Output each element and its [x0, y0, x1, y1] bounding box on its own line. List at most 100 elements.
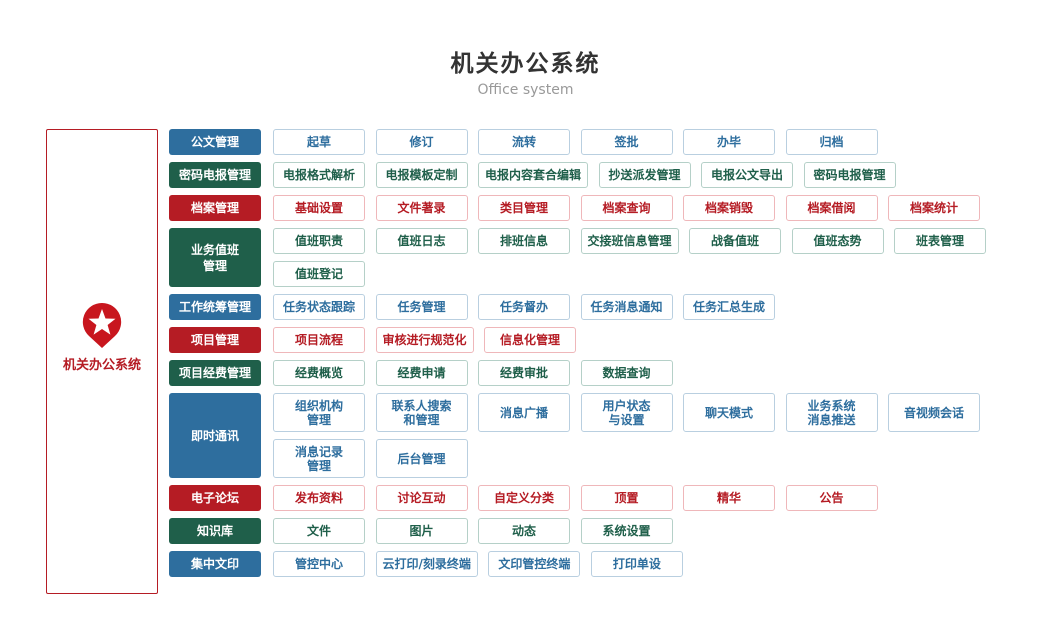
module-button[interactable]: 值班登记 — [273, 261, 365, 287]
module-button[interactable]: 电报格式解析 — [273, 162, 365, 188]
module-button[interactable]: 档案统计 — [888, 195, 980, 221]
module-button[interactable]: 电报内容套合编辑 — [478, 162, 589, 188]
module-button[interactable]: 流转 — [478, 129, 570, 155]
module-button[interactable]: 电报公文导出 — [701, 162, 794, 188]
category-label[interactable]: 工作统筹管理 — [169, 294, 261, 320]
module-button[interactable]: 类目管理 — [478, 195, 570, 221]
category-items: 电报格式解析 电报模板定制 电报内容套合编辑 抄送派发管理 电报公文导出 密码电报管理 — [273, 162, 998, 188]
category-label[interactable]: 业务值班 管理 — [169, 228, 261, 287]
category-items: 基础设置 文件著录 类目管理 档案查询 档案销毁 档案借阅 档案统计 — [273, 195, 998, 221]
module-button[interactable]: 经费审批 — [478, 360, 570, 386]
category-items: 经费概览 经费申请 经费审批 数据查询 — [273, 360, 998, 386]
category-items: 文件 图片 动态 系统设置 — [273, 518, 998, 544]
category-items: 任务状态跟踪 任务管理 任务督办 任务消息通知 任务汇总生成 — [273, 294, 998, 320]
category-label[interactable]: 密码电报管理 — [169, 162, 261, 188]
module-button[interactable]: 数据查询 — [580, 360, 673, 386]
category-label[interactable]: 项目管理 — [169, 327, 261, 353]
category-row: 密码电报管理 电报格式解析 电报模板定制 电报内容套合编辑 抄送派发管理 电报公文导出 密码… — [169, 162, 1009, 188]
star-pin-icon — [82, 302, 122, 348]
module-button[interactable]: 发布资料 — [273, 485, 365, 511]
module-button[interactable]: 云打印/刻录终端 — [375, 551, 478, 577]
module-button[interactable]: 图片 — [375, 518, 468, 544]
category-label[interactable]: 项目经费管理 — [169, 360, 261, 386]
module-button[interactable]: 精华 — [683, 485, 775, 511]
category-label[interactable]: 公文管理 — [169, 129, 261, 155]
module-button[interactable]: 用户状态 与设置 — [580, 393, 673, 432]
module-button[interactable]: 经费申请 — [375, 360, 468, 386]
category-row: 集中文印 管控中心 云打印/刻录终端 文印管控终端 打印单设 — [169, 551, 1009, 577]
module-button[interactable]: 排班信息 — [478, 228, 570, 254]
module-button[interactable]: 档案查询 — [580, 195, 673, 221]
module-button[interactable]: 系统设置 — [580, 518, 673, 544]
module-button[interactable]: 密码电报管理 — [803, 162, 896, 188]
page-title: 机关办公系统 — [450, 51, 601, 77]
module-button[interactable]: 值班态势 — [791, 228, 884, 254]
module-button[interactable]: 起草 — [273, 129, 365, 155]
category-items: 项目流程 审核进行规范化 信息化管理 — [273, 327, 998, 353]
category-row: 档案管理 基础设置 文件著录 类目管理 档案查询 档案销毁 档案借阅 档案统计 — [169, 195, 1009, 221]
category-items: 管控中心 云打印/刻录终端 文印管控终端 打印单设 — [273, 551, 998, 577]
module-button[interactable]: 任务督办 — [478, 294, 570, 320]
module-button[interactable]: 修订 — [375, 129, 468, 155]
module-button[interactable]: 档案借阅 — [785, 195, 878, 221]
page-subtitle: Office system — [477, 82, 574, 98]
module-button[interactable]: 任务管理 — [375, 294, 468, 320]
module-button[interactable]: 后台管理 — [375, 439, 468, 478]
module-button[interactable]: 经费概览 — [273, 360, 365, 386]
module-button[interactable]: 音视频会话 — [888, 393, 980, 432]
module-button[interactable]: 组织机构 管理 — [273, 393, 365, 432]
module-button[interactable]: 聊天模式 — [683, 393, 775, 432]
module-button[interactable]: 交接班信息管理 — [580, 228, 679, 254]
module-button[interactable]: 消息广播 — [478, 393, 570, 432]
module-button[interactable]: 战备值班 — [689, 228, 782, 254]
category-row: 电子论坛 发布资料 讨论互动 自定义分类 顶置 精华 公告 — [169, 485, 1009, 511]
module-button[interactable]: 基础设置 — [273, 195, 365, 221]
module-button[interactable]: 值班职责 — [273, 228, 365, 254]
module-button[interactable]: 文印管控终端 — [488, 551, 581, 577]
module-button[interactable]: 班表管理 — [894, 228, 987, 254]
module-button[interactable]: 信息化管理 — [484, 327, 577, 353]
module-button[interactable]: 公告 — [785, 485, 878, 511]
category-items: 值班职责 值班日志 排班信息 交接班信息管理 战备值班 值班态势 班表管理值班登记 — [273, 228, 998, 287]
module-button[interactable]: 管控中心 — [273, 551, 365, 577]
module-button[interactable]: 任务汇总生成 — [683, 294, 775, 320]
module-button[interactable]: 文件著录 — [375, 195, 468, 221]
module-button[interactable]: 打印单设 — [590, 551, 683, 577]
category-label[interactable]: 知识库 — [169, 518, 261, 544]
module-button[interactable]: 抄送派发管理 — [598, 162, 691, 188]
module-button[interactable]: 项目流程 — [273, 327, 365, 353]
module-button[interactable]: 审核进行规范化 — [375, 327, 474, 353]
category-label[interactable]: 档案管理 — [169, 195, 261, 221]
module-button[interactable]: 自定义分类 — [478, 485, 570, 511]
module-button[interactable]: 联系人搜索 和管理 — [375, 393, 468, 432]
category-row: 业务值班 管理 值班职责 值班日志 排班信息 交接班信息管理 战备值班 值班态势 班表管理 值班… — [169, 228, 1009, 287]
module-button[interactable]: 归档 — [785, 129, 878, 155]
module-button[interactable]: 任务状态跟踪 — [273, 294, 365, 320]
category-row: 项目管理 项目流程 审核进行规范化 信息化管理 — [169, 327, 1009, 353]
category-row: 知识库 文件 图片 动态 系统设置 — [169, 518, 1009, 544]
category-label[interactable]: 电子论坛 — [169, 485, 261, 511]
category-row: 即时通讯 组织机构 管理 联系人搜索 和管理 消息广播 用户状态 与设置 聊天模式 业务系统… — [169, 393, 1009, 478]
module-button[interactable]: 签批 — [580, 129, 673, 155]
module-button[interactable]: 讨论互动 — [375, 485, 468, 511]
module-button[interactable]: 档案销毁 — [683, 195, 775, 221]
module-button[interactable]: 业务系统 消息推送 — [785, 393, 878, 432]
category-row: 工作统筹管理 任务状态跟踪 任务管理 任务督办 任务消息通知 任务汇总生成 — [169, 294, 1009, 320]
category-items: 起草 修订 流转 签批 办毕 归档 — [273, 129, 998, 155]
module-button[interactable]: 消息记录 管理 — [273, 439, 365, 478]
module-grid: 公文管理 起草 修订 流转 签批 办毕 归档 密码电报管理 电报格式解析 电报模板定制 电报内容套合… — [169, 129, 1009, 584]
category-row: 项目经费管理 经费概览 经费申请 经费审批 数据查询 — [169, 360, 1009, 386]
module-button[interactable]: 办毕 — [683, 129, 775, 155]
category-label[interactable]: 即时通讯 — [169, 393, 261, 478]
module-button[interactable]: 文件 — [273, 518, 365, 544]
category-label[interactable]: 集中文印 — [169, 551, 261, 577]
category-items: 发布资料 讨论互动 自定义分类 顶置 精华 公告 — [273, 485, 998, 511]
module-button[interactable]: 值班日志 — [375, 228, 468, 254]
category-row: 公文管理 起草 修订 流转 签批 办毕 归档 — [169, 129, 1009, 155]
module-button[interactable]: 顶置 — [580, 485, 673, 511]
module-button[interactable]: 电报模板定制 — [375, 162, 468, 188]
brand-panel: 机关办公系统 — [46, 129, 158, 594]
module-button[interactable]: 动态 — [478, 518, 570, 544]
module-button[interactable]: 任务消息通知 — [580, 294, 673, 320]
